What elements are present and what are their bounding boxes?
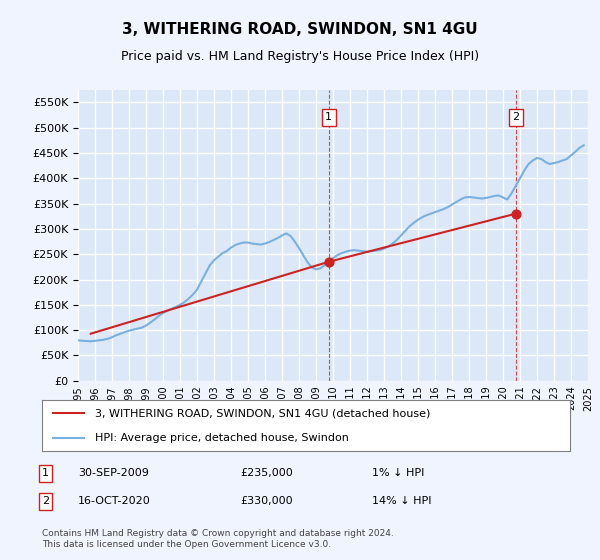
Text: 30-SEP-2009: 30-SEP-2009: [78, 468, 149, 478]
Text: 1% ↓ HPI: 1% ↓ HPI: [372, 468, 424, 478]
Text: 1: 1: [325, 113, 332, 123]
Text: 14% ↓ HPI: 14% ↓ HPI: [372, 496, 431, 506]
Text: £330,000: £330,000: [240, 496, 293, 506]
Text: 3, WITHERING ROAD, SWINDON, SN1 4GU: 3, WITHERING ROAD, SWINDON, SN1 4GU: [122, 22, 478, 38]
Text: Contains HM Land Registry data © Crown copyright and database right 2024.
This d: Contains HM Land Registry data © Crown c…: [42, 529, 394, 549]
Text: 16-OCT-2020: 16-OCT-2020: [78, 496, 151, 506]
Text: 3, WITHERING ROAD, SWINDON, SN1 4GU (detached house): 3, WITHERING ROAD, SWINDON, SN1 4GU (det…: [95, 408, 430, 418]
Point: [511, 209, 521, 218]
Text: 2: 2: [512, 113, 520, 123]
Text: Price paid vs. HM Land Registry's House Price Index (HPI): Price paid vs. HM Land Registry's House …: [121, 50, 479, 63]
Text: 1: 1: [42, 468, 49, 478]
Text: HPI: Average price, detached house, Swindon: HPI: Average price, detached house, Swin…: [95, 433, 349, 443]
Point: [324, 257, 334, 266]
Text: £235,000: £235,000: [240, 468, 293, 478]
Text: 2: 2: [42, 496, 49, 506]
